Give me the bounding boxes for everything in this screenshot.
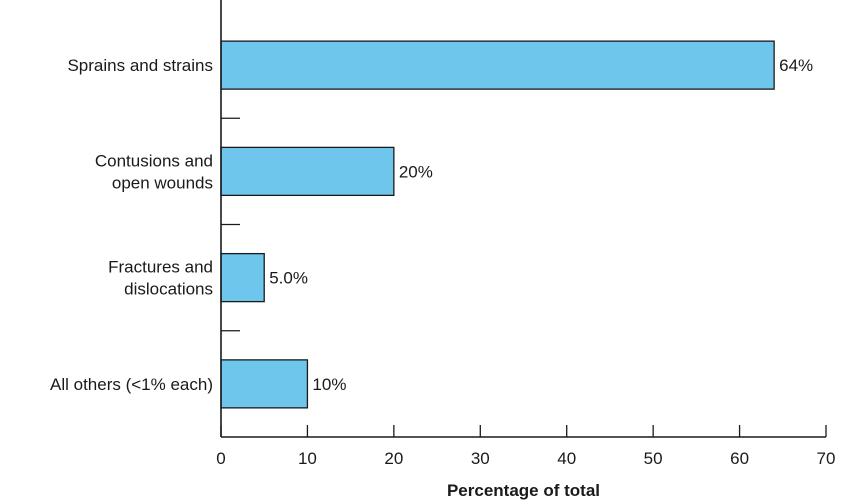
x-tick-label-2: 20 [384,449,403,468]
category-label-2-line-0: Fractures and [108,258,213,277]
value-label-2: 5.0% [269,269,308,288]
bar-3 [220,359,309,409]
category-label-1-line-1: open wounds [112,173,213,192]
bar-2 [220,252,265,303]
x-tick-label-6: 60 [730,449,749,468]
category-label-0: Sprains and strains [67,56,213,75]
category-label-1-line-0: Contusions and [95,151,213,170]
value-label-0: 64% [779,56,813,75]
x-tick-label-0: 0 [216,449,225,468]
value-label-1: 20% [399,162,433,181]
x-tick-label-3: 30 [471,449,490,468]
x-tick-label-1: 10 [298,449,317,468]
category-label-2-line-1: dislocations [124,280,213,299]
plot-area: 64% Sprains and strains 20% Contusions and o… [50,0,835,468]
x-tick-label-5: 50 [644,449,663,468]
x-tick-label-4: 40 [557,449,576,468]
bar-1 [220,146,395,197]
x-tick-label-7: 70 [817,449,836,468]
category-label-3: All others (<1% each) [50,375,213,394]
value-label-3: 10% [312,375,346,394]
bar-0 [220,40,775,90]
x-axis-title: Percentage of total [447,481,600,500]
